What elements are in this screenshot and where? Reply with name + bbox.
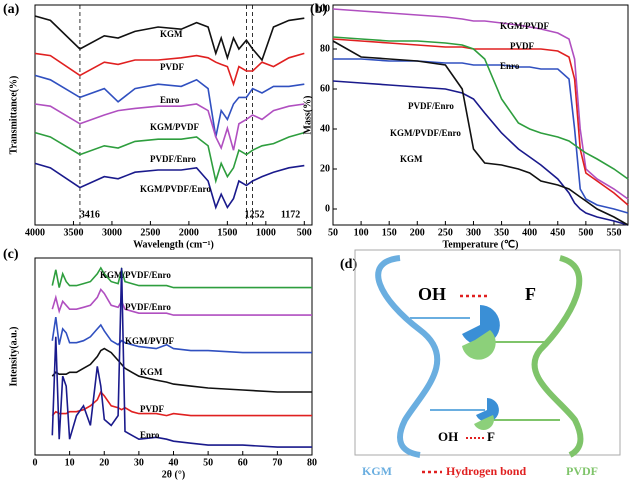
x-tick-label: 100: [354, 227, 369, 238]
series-label: Enro: [140, 430, 160, 440]
series-label: Enro: [160, 95, 180, 105]
panel-label: (d): [340, 257, 357, 272]
series-line: [51, 316, 312, 354]
series-line: [51, 266, 312, 289]
x-tick-label: 3000: [102, 227, 122, 238]
donor-label: OH: [418, 284, 446, 304]
diagram-frame: [354, 249, 621, 456]
legend-kgm: KGM: [362, 464, 392, 478]
x-axis-label: Temperature (℃): [443, 239, 519, 250]
y-axis-label: Transmittance(%): [8, 76, 19, 155]
x-tick-label: 250: [438, 227, 453, 238]
series-line: [332, 36, 629, 180]
x-axis-label: 2θ (°): [162, 469, 185, 480]
series-label: KGM/PVDF: [500, 21, 549, 31]
series-label: PVDF: [160, 62, 184, 72]
series-label: KGM: [400, 154, 423, 164]
series-line: [51, 267, 312, 448]
series-label: PVDF/Enro: [125, 302, 171, 312]
x-tick-label: 3500: [63, 227, 83, 238]
plot-frame: [34, 4, 313, 226]
x-tick-label: 500: [578, 227, 593, 238]
kgm-strand: [375, 255, 441, 458]
series-line: [34, 131, 305, 185]
x-tick-label: 0: [33, 457, 38, 468]
panel-label: (a): [3, 2, 20, 17]
x-tick-label: 550: [606, 227, 621, 238]
annotation-label: 1252: [244, 209, 264, 220]
y-tick-label: 0: [325, 203, 330, 214]
donor-label: OH: [438, 429, 458, 444]
x-tick-label: 10: [65, 457, 75, 468]
series-line: [332, 40, 629, 226]
series-label: Enro: [500, 61, 520, 71]
series-line: [333, 58, 629, 214]
x-tick-label: 200: [410, 227, 425, 238]
series-label: KGM/PVDF: [150, 122, 199, 132]
series-line: [51, 288, 312, 316]
y-tick-label: 80: [320, 43, 330, 54]
pvdf-group: [474, 415, 495, 431]
panel-label: (c): [3, 247, 19, 262]
pvdf-group: [462, 330, 496, 360]
x-tick-label: 50: [328, 227, 338, 238]
series-label: PVDF/Enro: [408, 101, 454, 111]
series-label: KGM: [160, 29, 183, 39]
series-line: [51, 390, 312, 417]
acceptor-label: F: [487, 429, 495, 444]
x-tick-label: 80: [307, 457, 317, 468]
x-tick-label: 4000: [25, 227, 45, 238]
x-tick-label: 400: [522, 227, 537, 238]
x-tick-label: 500: [297, 227, 312, 238]
series-line: [332, 38, 629, 206]
x-tick-label: 30: [134, 457, 144, 468]
x-tick-label: 300: [466, 227, 481, 238]
series-line: [34, 162, 305, 210]
x-tick-label: 2000: [179, 227, 199, 238]
series-line: [332, 80, 629, 226]
series-line: [34, 15, 305, 62]
annotation-label: 3416: [80, 209, 100, 220]
x-tick-label: 1500: [217, 227, 237, 238]
legend-hbond: Hydrogen bond: [446, 464, 526, 478]
x-axis-label: Wavelength (cm⁻¹): [133, 239, 214, 250]
x-tick-label: 2500: [140, 227, 160, 238]
plot-frame: [332, 4, 629, 226]
x-tick-label: 350: [494, 227, 509, 238]
x-tick-label: 450: [550, 227, 565, 238]
annotation-label: 1172: [281, 209, 300, 220]
series-line: [34, 103, 305, 151]
series-label: KGM/PVDF/Enro: [390, 128, 461, 138]
pvdf-strand: [531, 255, 584, 458]
y-tick-label: 100: [315, 3, 330, 14]
x-tick-label: 150: [382, 227, 397, 238]
x-tick-label: 50: [203, 457, 213, 468]
y-tick-label: 40: [320, 123, 330, 134]
series-line: [34, 52, 305, 87]
series-line: [332, 8, 629, 200]
panel-label: (b): [310, 2, 327, 17]
legend-pvdf: PVDF: [566, 464, 598, 478]
y-axis-label: Intensity(a.u.): [8, 326, 19, 386]
series-label: PVDF: [510, 41, 534, 51]
series-label: KGM/PVDF/Enro: [100, 270, 171, 280]
x-tick-label: 20: [99, 457, 109, 468]
y-tick-label: 20: [320, 163, 330, 174]
acceptor-label: F: [525, 284, 536, 304]
series-label: KGM/PVDF: [125, 336, 174, 346]
x-tick-label: 70: [272, 457, 282, 468]
series-label: PVDF/Enro: [150, 154, 196, 164]
series-label: KGM/PVDF/Enro: [140, 184, 211, 194]
x-tick-label: 1000: [256, 227, 276, 238]
x-tick-label: 60: [238, 457, 248, 468]
series-label: KGM: [140, 367, 163, 377]
y-tick-label: 60: [320, 83, 330, 94]
series-line: [51, 347, 312, 393]
series-label: PVDF: [140, 404, 164, 414]
y-axis-label: Mass(%): [302, 96, 313, 135]
x-tick-label: 40: [169, 457, 179, 468]
diagram-panel: (d) OH F OH F KGM Hydrogen bond PVDF: [340, 249, 621, 478]
